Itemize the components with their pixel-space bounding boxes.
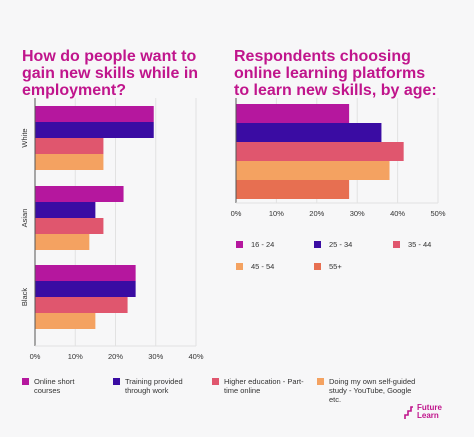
bar bbox=[35, 186, 124, 202]
bar bbox=[35, 218, 104, 234]
legend-label: 35 - 44 bbox=[408, 240, 432, 249]
bar bbox=[35, 265, 136, 281]
legend-age-25-34: 25 - 34 bbox=[314, 240, 352, 249]
bar bbox=[236, 180, 350, 199]
bar bbox=[35, 106, 154, 122]
legend-swatch bbox=[393, 241, 400, 248]
legend-age-16-24: 16 - 24 bbox=[236, 240, 274, 249]
legend-label: 45 - 54 bbox=[251, 262, 275, 271]
legend-label: Online short courses bbox=[34, 377, 75, 395]
legend-swatch bbox=[113, 378, 120, 385]
x-tick-label: 10% bbox=[68, 352, 83, 361]
bar bbox=[35, 138, 104, 154]
legend-label: 25 - 34 bbox=[329, 240, 353, 249]
futurelearn-logo-icon bbox=[404, 406, 413, 419]
bar bbox=[35, 234, 90, 250]
bar bbox=[35, 297, 128, 313]
legend-age-35-44: 35 - 44 bbox=[393, 240, 431, 249]
legend-swatch bbox=[314, 263, 321, 270]
legend-training-provided: Training provided through work bbox=[113, 377, 201, 395]
bar bbox=[236, 104, 350, 123]
legend-swatch bbox=[314, 241, 321, 248]
legend-label: Higher education - Part-time online bbox=[224, 377, 304, 395]
bar bbox=[35, 202, 96, 218]
legend-swatch bbox=[236, 241, 243, 248]
legend-label: Doing my own self-guided study - YouTube… bbox=[329, 377, 416, 404]
logo-line-1: Future bbox=[417, 403, 442, 412]
x-tick-label: 20% bbox=[309, 209, 324, 218]
y-category-label: White bbox=[20, 128, 29, 147]
bar bbox=[236, 123, 382, 142]
x-tick-label: 30% bbox=[148, 352, 163, 361]
x-tick-label: 50% bbox=[430, 209, 445, 218]
legend-swatch bbox=[317, 378, 324, 385]
bar bbox=[35, 154, 104, 170]
legend-label: 55+ bbox=[329, 262, 342, 271]
x-tick-label: 30% bbox=[350, 209, 365, 218]
bar bbox=[236, 142, 404, 161]
x-tick-label: 40% bbox=[188, 352, 203, 361]
legend-label: 16 - 24 bbox=[251, 240, 275, 249]
x-tick-label: 0% bbox=[30, 352, 41, 361]
x-tick-label: 0% bbox=[231, 209, 242, 218]
bar bbox=[35, 313, 96, 329]
y-category-label: Asian bbox=[20, 209, 29, 228]
legend-higher-education: Higher education - Part-time online bbox=[212, 377, 304, 395]
legend-swatch bbox=[236, 263, 243, 270]
legend-swatch bbox=[22, 378, 29, 385]
legend-label: Training provided through work bbox=[125, 377, 183, 395]
legend-self-guided: Doing my own self-guided study - YouTube… bbox=[317, 377, 417, 404]
bar bbox=[35, 122, 154, 138]
y-category-label: Black bbox=[20, 288, 29, 307]
left-chart-title: How do people want to gain new skills wh… bbox=[22, 48, 199, 99]
legend-age-55-plus: 55+ bbox=[314, 262, 342, 271]
x-tick-label: 10% bbox=[269, 209, 284, 218]
bar bbox=[35, 281, 136, 297]
bar bbox=[236, 161, 390, 180]
futurelearn-logo: Future Learn bbox=[417, 404, 442, 420]
legend-online-short-courses: Online short courses bbox=[22, 377, 102, 395]
legend-swatch bbox=[212, 378, 219, 385]
legend-age-45-54: 45 - 54 bbox=[236, 262, 274, 271]
logo-line-2: Learn bbox=[417, 411, 439, 420]
x-tick-label: 20% bbox=[108, 352, 123, 361]
right-chart-title: Respondents choosing online learning pla… bbox=[234, 48, 437, 99]
x-tick-label: 40% bbox=[390, 209, 405, 218]
